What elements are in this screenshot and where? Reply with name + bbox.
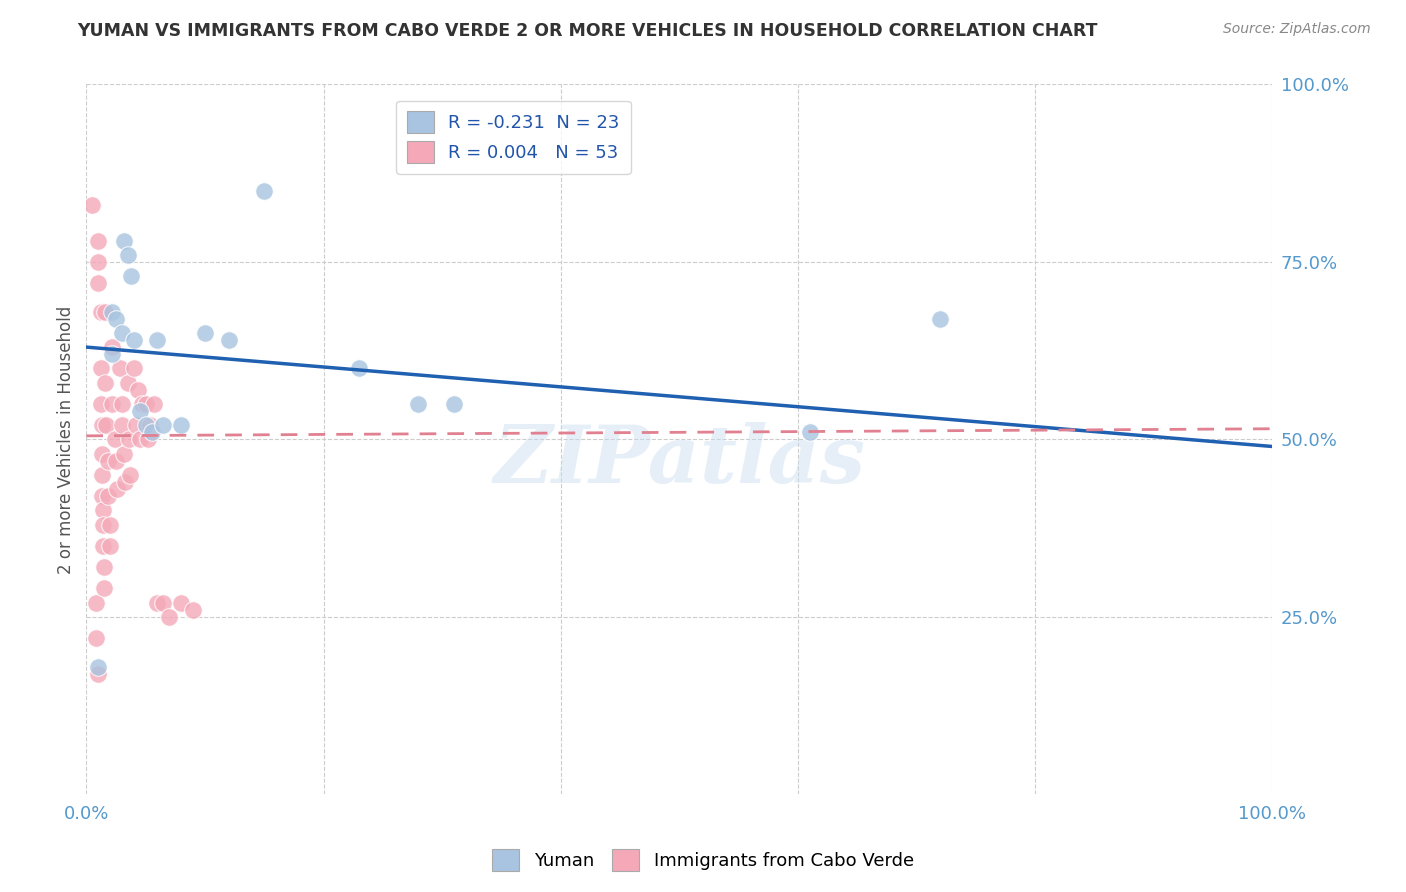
- Text: Source: ZipAtlas.com: Source: ZipAtlas.com: [1223, 22, 1371, 37]
- Point: [101, 340, 124, 354]
- Point: [152, 418, 174, 433]
- Point: [90, 447, 112, 461]
- Point: [104, 311, 127, 326]
- Point: [90, 489, 112, 503]
- Point: [128, 433, 150, 447]
- Point: [799, 425, 821, 440]
- Point: [135, 418, 157, 433]
- Point: [89, 361, 111, 376]
- Point: [89, 304, 111, 318]
- Point: [94, 376, 117, 390]
- Point: [181, 603, 204, 617]
- Point: [111, 326, 134, 340]
- Y-axis label: 2 or more Vehicles in Household: 2 or more Vehicles in Household: [58, 305, 75, 574]
- Point: [93, 582, 115, 596]
- Point: [90, 467, 112, 482]
- Point: [87, 659, 110, 673]
- Point: [142, 397, 165, 411]
- Point: [194, 326, 217, 340]
- Point: [84, 596, 107, 610]
- Point: [87, 255, 110, 269]
- Point: [117, 376, 139, 390]
- Point: [105, 482, 128, 496]
- Point: [111, 397, 134, 411]
- Point: [136, 433, 159, 447]
- Point: [98, 517, 121, 532]
- Legend: R = -0.231  N = 23, R = 0.004   N = 53: R = -0.231 N = 23, R = 0.004 N = 53: [396, 101, 631, 174]
- Point: [120, 467, 142, 482]
- Point: [253, 184, 276, 198]
- Point: [118, 433, 141, 447]
- Point: [91, 517, 114, 532]
- Point: [122, 361, 145, 376]
- Point: [91, 503, 114, 517]
- Point: [96, 418, 118, 433]
- Point: [152, 596, 174, 610]
- Text: YUMAN VS IMMIGRANTS FROM CABO VERDE 2 OR MORE VEHICLES IN HOUSEHOLD CORRELATION : YUMAN VS IMMIGRANTS FROM CABO VERDE 2 OR…: [77, 22, 1098, 40]
- Point: [125, 418, 148, 433]
- Point: [82, 198, 104, 212]
- Point: [98, 539, 121, 553]
- Point: [443, 397, 465, 411]
- Point: [104, 433, 127, 447]
- Point: [112, 447, 135, 461]
- Point: [97, 453, 120, 467]
- Point: [112, 234, 135, 248]
- Legend: Yuman, Immigrants from Cabo Verde: Yuman, Immigrants from Cabo Verde: [485, 842, 921, 879]
- Point: [104, 453, 127, 467]
- Point: [146, 333, 169, 347]
- Point: [120, 269, 142, 284]
- Point: [139, 418, 162, 433]
- Point: [91, 539, 114, 553]
- Point: [84, 631, 107, 645]
- Point: [114, 475, 136, 489]
- Point: [87, 234, 110, 248]
- Point: [87, 277, 110, 291]
- Point: [101, 397, 124, 411]
- Point: [127, 383, 149, 397]
- Point: [108, 361, 131, 376]
- Point: [146, 596, 169, 610]
- Point: [93, 560, 115, 574]
- Point: [90, 418, 112, 433]
- Point: [128, 404, 150, 418]
- Point: [101, 347, 124, 361]
- Point: [122, 333, 145, 347]
- Point: [157, 610, 180, 624]
- Point: [87, 666, 110, 681]
- Point: [347, 361, 370, 376]
- Point: [408, 397, 430, 411]
- Point: [111, 418, 134, 433]
- Point: [89, 397, 111, 411]
- Point: [94, 304, 117, 318]
- Point: [170, 418, 193, 433]
- Point: [97, 489, 120, 503]
- Point: [117, 248, 139, 262]
- Point: [131, 397, 153, 411]
- Point: [170, 596, 193, 610]
- Text: ZIPatlas: ZIPatlas: [494, 422, 866, 500]
- Point: [101, 304, 124, 318]
- Point: [218, 333, 240, 347]
- Point: [141, 425, 163, 440]
- Point: [929, 311, 952, 326]
- Point: [135, 397, 157, 411]
